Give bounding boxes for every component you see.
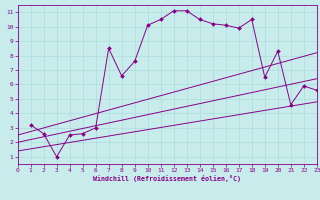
X-axis label: Windchill (Refroidissement éolien,°C): Windchill (Refroidissement éolien,°C) [93,175,241,182]
